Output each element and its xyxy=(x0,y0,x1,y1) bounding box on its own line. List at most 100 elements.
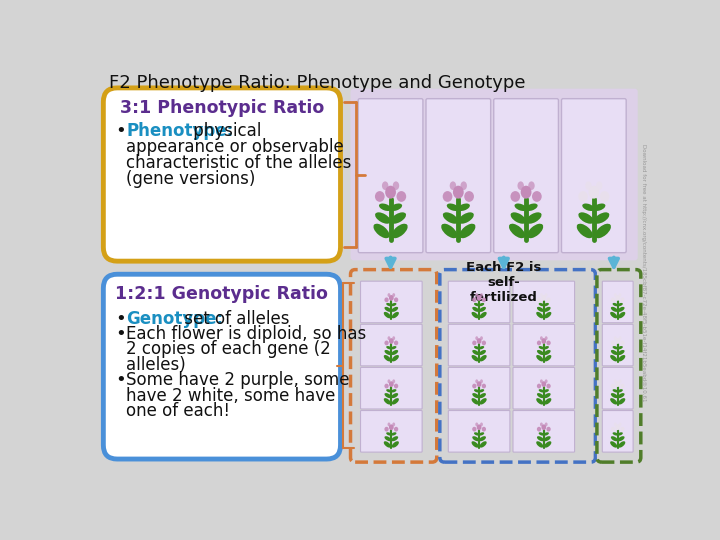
Ellipse shape xyxy=(510,212,526,224)
FancyBboxPatch shape xyxy=(361,281,422,323)
Text: (gene versions): (gene versions) xyxy=(127,170,256,188)
Text: Genotype:: Genotype: xyxy=(127,309,224,328)
Ellipse shape xyxy=(526,204,538,211)
Ellipse shape xyxy=(536,441,544,448)
Ellipse shape xyxy=(621,341,625,345)
Ellipse shape xyxy=(482,427,486,431)
Ellipse shape xyxy=(475,422,478,426)
Ellipse shape xyxy=(389,295,394,301)
Ellipse shape xyxy=(537,436,544,441)
Ellipse shape xyxy=(392,312,399,318)
Ellipse shape xyxy=(391,350,398,355)
Ellipse shape xyxy=(443,191,452,202)
Ellipse shape xyxy=(446,204,459,211)
Ellipse shape xyxy=(509,224,525,238)
Ellipse shape xyxy=(618,293,621,297)
Ellipse shape xyxy=(392,336,395,340)
Ellipse shape xyxy=(537,427,541,431)
Ellipse shape xyxy=(480,422,483,426)
Ellipse shape xyxy=(537,307,544,312)
Ellipse shape xyxy=(545,380,548,383)
Ellipse shape xyxy=(386,433,392,436)
Ellipse shape xyxy=(614,422,617,426)
Ellipse shape xyxy=(389,338,394,344)
Ellipse shape xyxy=(546,298,551,302)
Ellipse shape xyxy=(611,298,615,302)
Ellipse shape xyxy=(527,224,543,238)
Ellipse shape xyxy=(613,433,618,436)
FancyBboxPatch shape xyxy=(361,367,422,409)
Text: Each flower is diploid, so has: Each flower is diploid, so has xyxy=(127,325,366,343)
Ellipse shape xyxy=(617,303,623,306)
Ellipse shape xyxy=(582,204,595,211)
Ellipse shape xyxy=(537,350,544,355)
Ellipse shape xyxy=(392,293,395,297)
FancyBboxPatch shape xyxy=(104,88,341,261)
Ellipse shape xyxy=(472,341,477,345)
Ellipse shape xyxy=(472,393,479,398)
Ellipse shape xyxy=(617,346,623,349)
Ellipse shape xyxy=(392,398,399,404)
Ellipse shape xyxy=(391,393,398,398)
Ellipse shape xyxy=(482,383,486,388)
Ellipse shape xyxy=(539,433,544,436)
FancyBboxPatch shape xyxy=(513,281,575,323)
Ellipse shape xyxy=(540,336,543,340)
FancyBboxPatch shape xyxy=(513,325,575,366)
Ellipse shape xyxy=(537,341,541,345)
Ellipse shape xyxy=(600,191,609,202)
Ellipse shape xyxy=(611,393,618,398)
FancyBboxPatch shape xyxy=(449,325,510,366)
Ellipse shape xyxy=(387,422,390,426)
Ellipse shape xyxy=(544,398,552,404)
Ellipse shape xyxy=(544,436,551,441)
Ellipse shape xyxy=(588,186,599,199)
Ellipse shape xyxy=(474,389,480,393)
FancyBboxPatch shape xyxy=(351,89,638,260)
Ellipse shape xyxy=(614,336,617,340)
Ellipse shape xyxy=(379,204,392,211)
Ellipse shape xyxy=(391,389,397,393)
Ellipse shape xyxy=(443,212,459,224)
Ellipse shape xyxy=(545,422,548,426)
Ellipse shape xyxy=(621,298,625,302)
Ellipse shape xyxy=(510,191,520,202)
Ellipse shape xyxy=(618,422,621,426)
FancyBboxPatch shape xyxy=(562,99,626,253)
Ellipse shape xyxy=(537,393,544,398)
Ellipse shape xyxy=(546,341,551,345)
Ellipse shape xyxy=(611,307,618,312)
FancyBboxPatch shape xyxy=(449,367,510,409)
Text: set of alleles: set of alleles xyxy=(179,309,289,328)
Ellipse shape xyxy=(577,224,593,238)
Ellipse shape xyxy=(479,436,486,441)
Ellipse shape xyxy=(384,393,392,398)
Ellipse shape xyxy=(461,181,467,190)
Ellipse shape xyxy=(611,341,615,345)
FancyBboxPatch shape xyxy=(351,269,437,462)
Ellipse shape xyxy=(386,346,392,349)
Ellipse shape xyxy=(392,224,408,238)
FancyBboxPatch shape xyxy=(494,99,559,253)
Ellipse shape xyxy=(544,350,551,355)
Ellipse shape xyxy=(392,355,399,361)
Ellipse shape xyxy=(618,336,621,340)
Ellipse shape xyxy=(458,212,474,224)
Ellipse shape xyxy=(610,398,617,404)
Text: Each F2 is
self-
fertilized: Each F2 is self- fertilized xyxy=(466,261,541,304)
Ellipse shape xyxy=(384,383,389,388)
Ellipse shape xyxy=(384,341,389,345)
Ellipse shape xyxy=(387,380,390,383)
Ellipse shape xyxy=(537,383,541,388)
Ellipse shape xyxy=(475,336,478,340)
Ellipse shape xyxy=(518,181,524,190)
Text: have 2 white, some have: have 2 white, some have xyxy=(127,387,336,404)
Ellipse shape xyxy=(618,436,624,441)
Ellipse shape xyxy=(384,312,391,318)
Text: characteristic of the alleles: characteristic of the alleles xyxy=(127,154,352,172)
Ellipse shape xyxy=(613,389,618,393)
Text: 3:1 Phenotypic Ratio: 3:1 Phenotypic Ratio xyxy=(120,99,324,117)
Ellipse shape xyxy=(453,186,464,199)
Ellipse shape xyxy=(477,338,482,344)
Ellipse shape xyxy=(387,336,390,340)
